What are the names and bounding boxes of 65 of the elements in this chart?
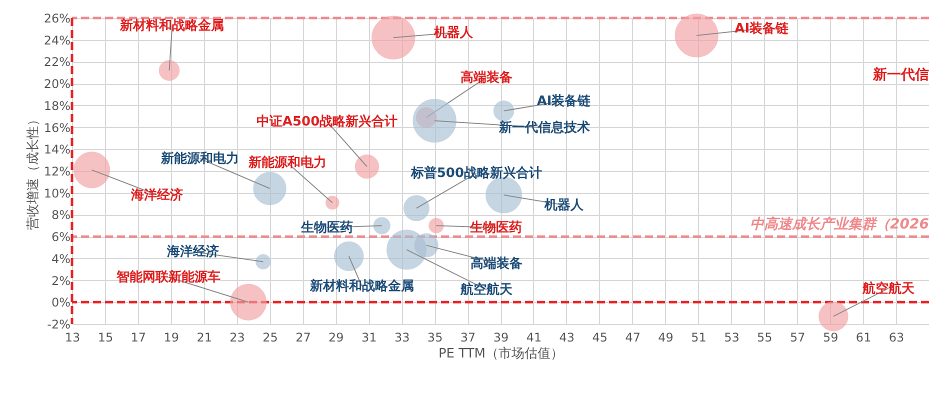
y-axis-title: 营收增速（成长性） — [26, 113, 41, 230]
y-tick-label: 12% — [44, 164, 70, 178]
data-label: 航空航天 — [460, 282, 514, 298]
x-tick-label: 33 — [394, 330, 410, 344]
y-tick-label: 18% — [44, 98, 70, 113]
x-tick-label: 13 — [64, 330, 80, 344]
x-tick-label: 63 — [888, 330, 904, 344]
x-tick-label: 15 — [98, 330, 114, 344]
data-label: 生物医药 — [469, 220, 522, 236]
y-tick-label: 0% — [51, 296, 70, 310]
y-tick-label: 6% — [51, 230, 70, 244]
data-label: 高端装备 — [470, 255, 522, 272]
x-tick-label: 23 — [230, 330, 245, 344]
y-tick-label: 24% — [44, 33, 70, 48]
x-tick-label: 61 — [856, 330, 872, 344]
x-tick-label: 35 — [427, 330, 443, 344]
ref-line-label: 中高速成长产业集群（2026 — [750, 216, 929, 233]
y-tick-label: 22% — [44, 55, 70, 70]
x-axis-title: PE TTM（市场估值） — [438, 346, 564, 362]
y-tick-label: 16% — [44, 120, 70, 135]
y-tick-label: 14% — [44, 142, 70, 157]
data-label: 新能源和电力 — [160, 150, 239, 166]
x-tick-label: 49 — [658, 330, 674, 344]
x-tick-label: 29 — [328, 330, 344, 344]
x-tick-label: 51 — [691, 330, 706, 344]
data-label: 机器人 — [543, 198, 584, 214]
data-label: 新材料和战略金属 — [119, 17, 224, 34]
x-tick-label: 41 — [526, 330, 542, 344]
y-tick-label: 4% — [51, 252, 70, 266]
x-tick-label: 21 — [196, 330, 212, 344]
x-tick-label: 57 — [790, 330, 806, 344]
x-tick-label: 47 — [625, 330, 640, 344]
data-label: 新一代信息技术 — [498, 120, 590, 136]
x-tick-label: 43 — [559, 330, 575, 344]
data-label: 中证A500战略新兴合计 — [256, 114, 398, 130]
x-tick-label: 55 — [757, 330, 772, 344]
x-tick-label: 19 — [164, 330, 180, 344]
x-tick-label: 17 — [130, 330, 146, 344]
y-tick-label: 20% — [44, 77, 70, 92]
annotation: 新一代信 — [872, 66, 929, 83]
x-tick-label: 59 — [822, 330, 838, 344]
data-label: 海洋经济 — [166, 244, 220, 260]
x-tick-label: 25 — [262, 330, 278, 344]
data-label: 标普500战略新兴合计 — [410, 165, 542, 182]
data-label: 海洋经济 — [130, 186, 183, 203]
x-tick-label: 53 — [724, 330, 740, 344]
y-tick-label: 2% — [51, 274, 70, 288]
y-tick-label: 26% — [44, 12, 70, 26]
x-tick-label: 45 — [592, 330, 608, 344]
data-label: AI装备链 — [536, 94, 592, 109]
data-label: 智能网联新能源车 — [115, 269, 220, 286]
data-label: 机器人 — [432, 26, 474, 41]
y-tick-label: -2% — [47, 318, 70, 332]
x-tick-label: 31 — [362, 330, 377, 344]
data-label: AI装备链 — [734, 21, 790, 36]
data-label: 航空航天 — [861, 280, 916, 296]
y-tick-label: 8% — [51, 208, 70, 222]
data-label: 高端装备 — [460, 69, 512, 86]
data-label: 生物医药 — [300, 220, 353, 236]
x-tick-label: 27 — [296, 330, 311, 344]
x-tick-label: 39 — [493, 330, 509, 344]
x-tick-label: 37 — [460, 330, 476, 344]
data-label: 新材料和战略金属 — [308, 278, 414, 294]
data-label: 新能源和电力 — [247, 154, 326, 171]
y-tick-label: 10% — [44, 186, 70, 200]
